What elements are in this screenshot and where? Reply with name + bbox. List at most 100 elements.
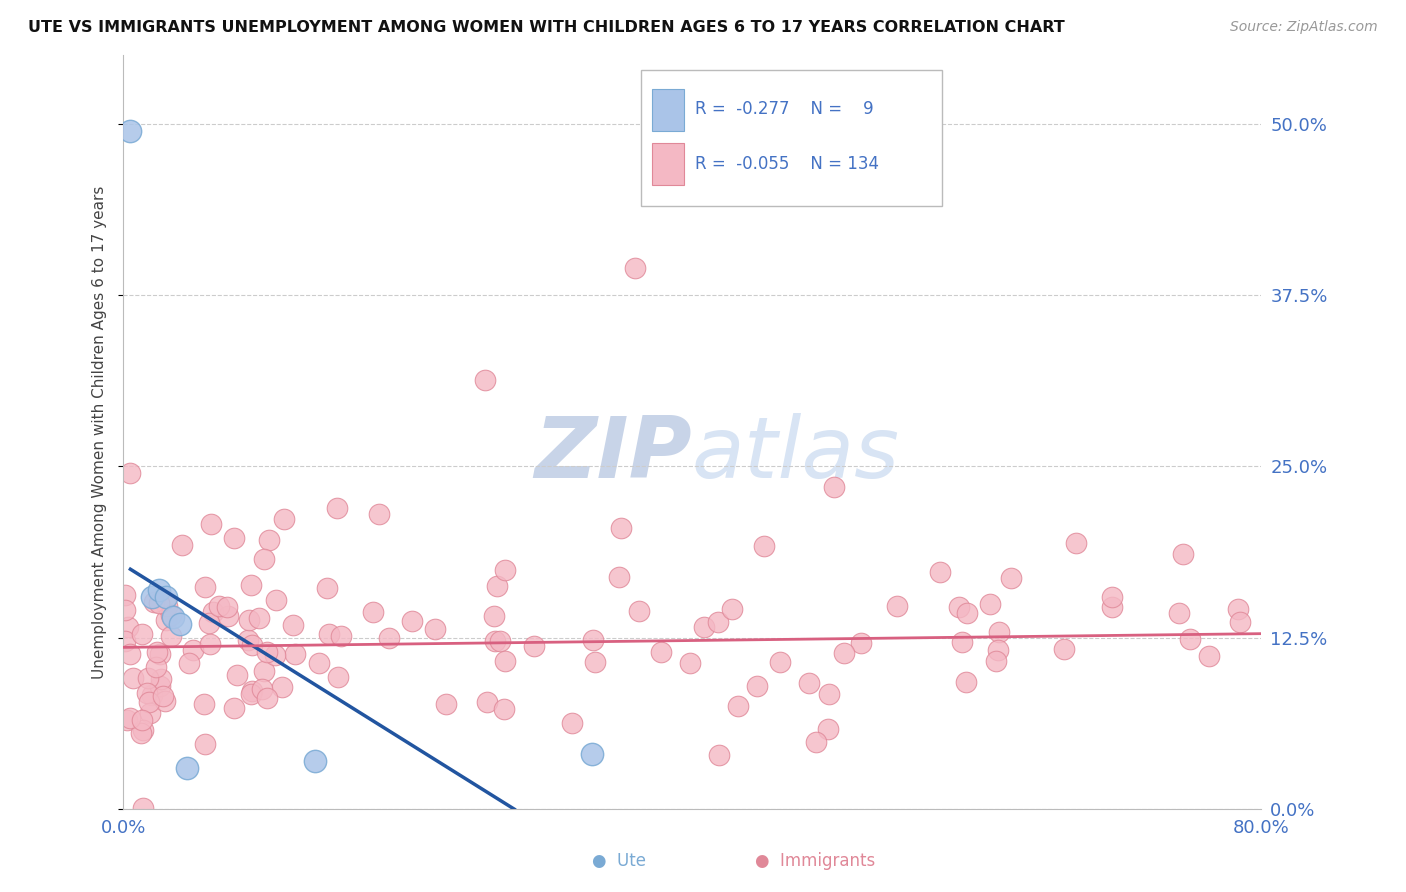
Text: R =  -0.277    N =    9: R = -0.277 N = 9 xyxy=(696,101,875,119)
Point xyxy=(169,617,191,632)
Bar xyxy=(652,89,683,130)
Point xyxy=(131,626,153,640)
Point xyxy=(610,521,633,535)
Point xyxy=(1101,600,1123,615)
Point xyxy=(1180,632,1202,647)
Point xyxy=(145,660,167,674)
Point xyxy=(650,645,672,659)
Point xyxy=(304,754,326,768)
Point xyxy=(194,580,217,594)
Point xyxy=(318,627,340,641)
Point xyxy=(693,620,716,634)
Point xyxy=(256,645,278,659)
Point xyxy=(1000,571,1022,585)
Point xyxy=(179,656,201,670)
Point xyxy=(494,563,516,577)
Point xyxy=(122,671,145,685)
Point xyxy=(207,599,229,613)
Text: atlas: atlas xyxy=(692,413,900,496)
Point xyxy=(150,673,173,687)
Point xyxy=(131,723,153,738)
Point xyxy=(238,613,260,627)
Point xyxy=(326,670,349,684)
Point xyxy=(581,747,603,762)
Point xyxy=(236,633,259,648)
Text: ●  Immigrants: ● Immigrants xyxy=(755,852,876,870)
Text: ZIP: ZIP xyxy=(534,413,692,496)
Point xyxy=(226,668,249,682)
Text: ●  Ute: ● Ute xyxy=(592,852,645,870)
Point xyxy=(143,595,166,609)
Point xyxy=(1101,591,1123,605)
Point xyxy=(475,695,498,709)
Point xyxy=(727,699,749,714)
Point xyxy=(988,625,1011,640)
Point xyxy=(271,681,294,695)
Point xyxy=(627,604,650,618)
Point xyxy=(956,606,979,620)
Point xyxy=(117,620,139,634)
Point xyxy=(1229,615,1251,629)
Point xyxy=(817,722,839,736)
Point xyxy=(1198,649,1220,664)
Point xyxy=(482,609,505,624)
Point xyxy=(486,579,509,593)
Point xyxy=(326,500,349,515)
Point xyxy=(256,690,278,705)
Point xyxy=(494,654,516,668)
Point xyxy=(979,597,1001,611)
Point xyxy=(377,632,399,646)
Point xyxy=(489,634,512,648)
Point xyxy=(804,735,827,749)
Point xyxy=(886,599,908,613)
Point xyxy=(768,655,790,669)
Point xyxy=(136,672,159,686)
Text: R =  -0.055    N = 134: R = -0.055 N = 134 xyxy=(696,154,879,173)
Point xyxy=(797,676,820,690)
Point xyxy=(624,260,647,275)
Point xyxy=(361,606,384,620)
Point xyxy=(834,646,856,660)
Point xyxy=(145,645,167,659)
Point xyxy=(745,679,768,693)
FancyBboxPatch shape xyxy=(641,70,942,206)
Text: Source: ZipAtlas.com: Source: ZipAtlas.com xyxy=(1230,20,1378,34)
Point xyxy=(823,480,845,494)
Point xyxy=(131,713,153,727)
Point xyxy=(247,611,270,625)
Point xyxy=(707,615,730,630)
Point xyxy=(240,683,263,698)
Point xyxy=(709,747,731,762)
Point xyxy=(135,686,157,700)
Point xyxy=(523,639,546,653)
Point xyxy=(215,600,238,615)
Point xyxy=(583,655,606,669)
Point xyxy=(240,687,263,701)
Y-axis label: Unemployment Among Women with Children Ages 6 to 17 years: Unemployment Among Women with Children A… xyxy=(93,186,107,679)
Point xyxy=(224,700,246,714)
Point xyxy=(401,614,423,628)
Point xyxy=(679,656,702,670)
Point xyxy=(250,681,273,696)
Point xyxy=(721,602,744,616)
Point xyxy=(434,697,457,711)
Point xyxy=(284,647,307,661)
Point xyxy=(194,737,217,751)
Point xyxy=(315,582,337,596)
Point xyxy=(201,605,224,619)
Point xyxy=(264,593,287,607)
Point xyxy=(253,664,276,678)
Bar xyxy=(652,144,683,185)
Point xyxy=(129,726,152,740)
Point xyxy=(160,607,183,622)
Point xyxy=(253,552,276,566)
Point xyxy=(200,516,222,531)
Point xyxy=(264,648,287,662)
Point xyxy=(114,603,136,617)
Point xyxy=(607,570,630,584)
Point xyxy=(1168,606,1191,620)
Point xyxy=(329,629,352,643)
Point xyxy=(155,613,177,627)
Point xyxy=(141,590,163,604)
Point xyxy=(273,511,295,525)
